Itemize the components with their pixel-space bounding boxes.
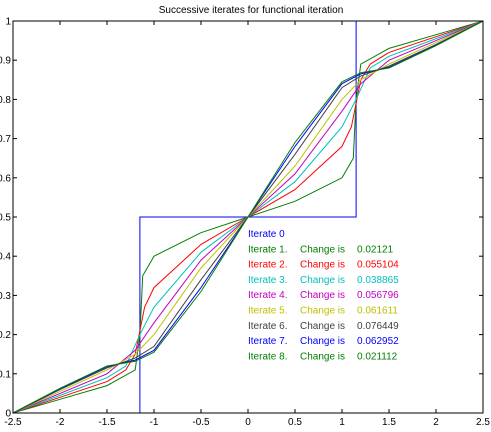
y-tick-label: 0.4	[0, 252, 11, 263]
x-tick-label: -0.5	[192, 417, 210, 428]
legend-entry-name: Iterate 1.	[248, 244, 287, 255]
y-tick-label: 0.5	[0, 213, 11, 224]
legend-entry-name: Iterate 6.	[248, 321, 287, 332]
legend-change-label: Change is	[300, 290, 345, 301]
series-layer	[12, 20, 484, 414]
y-tick-label: 0.6	[0, 173, 11, 184]
legend-change-value: 0.021112	[357, 351, 398, 362]
chart-title: Successive iterates for functional itera…	[159, 5, 344, 16]
y-tick-label: 0.3	[0, 291, 11, 302]
legend-change-value: 0.061611	[357, 306, 398, 317]
tick-layer: -2.5 -2 -1.5 -1 -0.5 0 0.5 1 1.5 2 2.5 0 0.1 0.2 0.3 0.…	[0, 17, 490, 429]
x-tick-label: 1	[339, 417, 345, 428]
y-tick-label: 0.8	[0, 95, 11, 106]
x-tick-label: 1.5	[382, 417, 396, 428]
x-tick-label: 0	[245, 417, 251, 428]
y-tick-label: 0.1	[0, 369, 11, 380]
legend-entry-name: Iterate 2.	[248, 260, 287, 271]
x-tick-label: 2	[433, 417, 439, 428]
series-line-iterate-8	[12, 20, 484, 414]
legend-change-label: Change is	[300, 336, 345, 347]
y-tick-label: 0.7	[0, 134, 11, 145]
legend-change-value: 0.062952	[357, 336, 399, 347]
legend-entry-name: Iterate 4.	[248, 290, 287, 301]
legend-change-label: Change is	[300, 244, 345, 255]
legend-change-label: Change is	[300, 351, 345, 362]
y-tick-label: 1	[5, 17, 11, 28]
y-tick-label: 0.9	[0, 56, 11, 67]
y-tick-label: 0.2	[0, 330, 11, 341]
x-tick-label: -2.5	[4, 417, 22, 428]
legend-entry-name: Iterate 5.	[248, 306, 287, 317]
x-tick-label: 2.5	[476, 417, 490, 428]
legend-entry-name: Iterate 0	[248, 229, 285, 240]
y-tick-label: 0	[5, 409, 11, 420]
legend-change-label: Change is	[300, 306, 345, 317]
legend-change-value: 0.056796	[357, 290, 399, 301]
legend-change-label: Change is	[300, 260, 345, 271]
legend-change-label: Change is	[300, 275, 345, 286]
legend: Iterate 0 Iterate 1. Change is 0.02121 Itera…	[248, 229, 399, 362]
legend-change-value: 0.076449	[357, 321, 399, 332]
x-tick-label: -1.5	[98, 417, 116, 428]
legend-entry-name: Iterate 7.	[248, 336, 287, 347]
x-tick-label: 0.5	[288, 417, 302, 428]
legend-entry-name: Iterate 3.	[248, 275, 287, 286]
x-tick-label: -2	[56, 417, 65, 428]
legend-entry-name: Iterate 8.	[248, 351, 287, 362]
legend-change-value: 0.055104	[357, 260, 399, 271]
legend-change-label: Change is	[300, 321, 345, 332]
legend-change-value: 0.038865	[357, 275, 399, 286]
legend-change-value: 0.02121	[357, 244, 394, 255]
x-tick-label: -1	[150, 417, 159, 428]
